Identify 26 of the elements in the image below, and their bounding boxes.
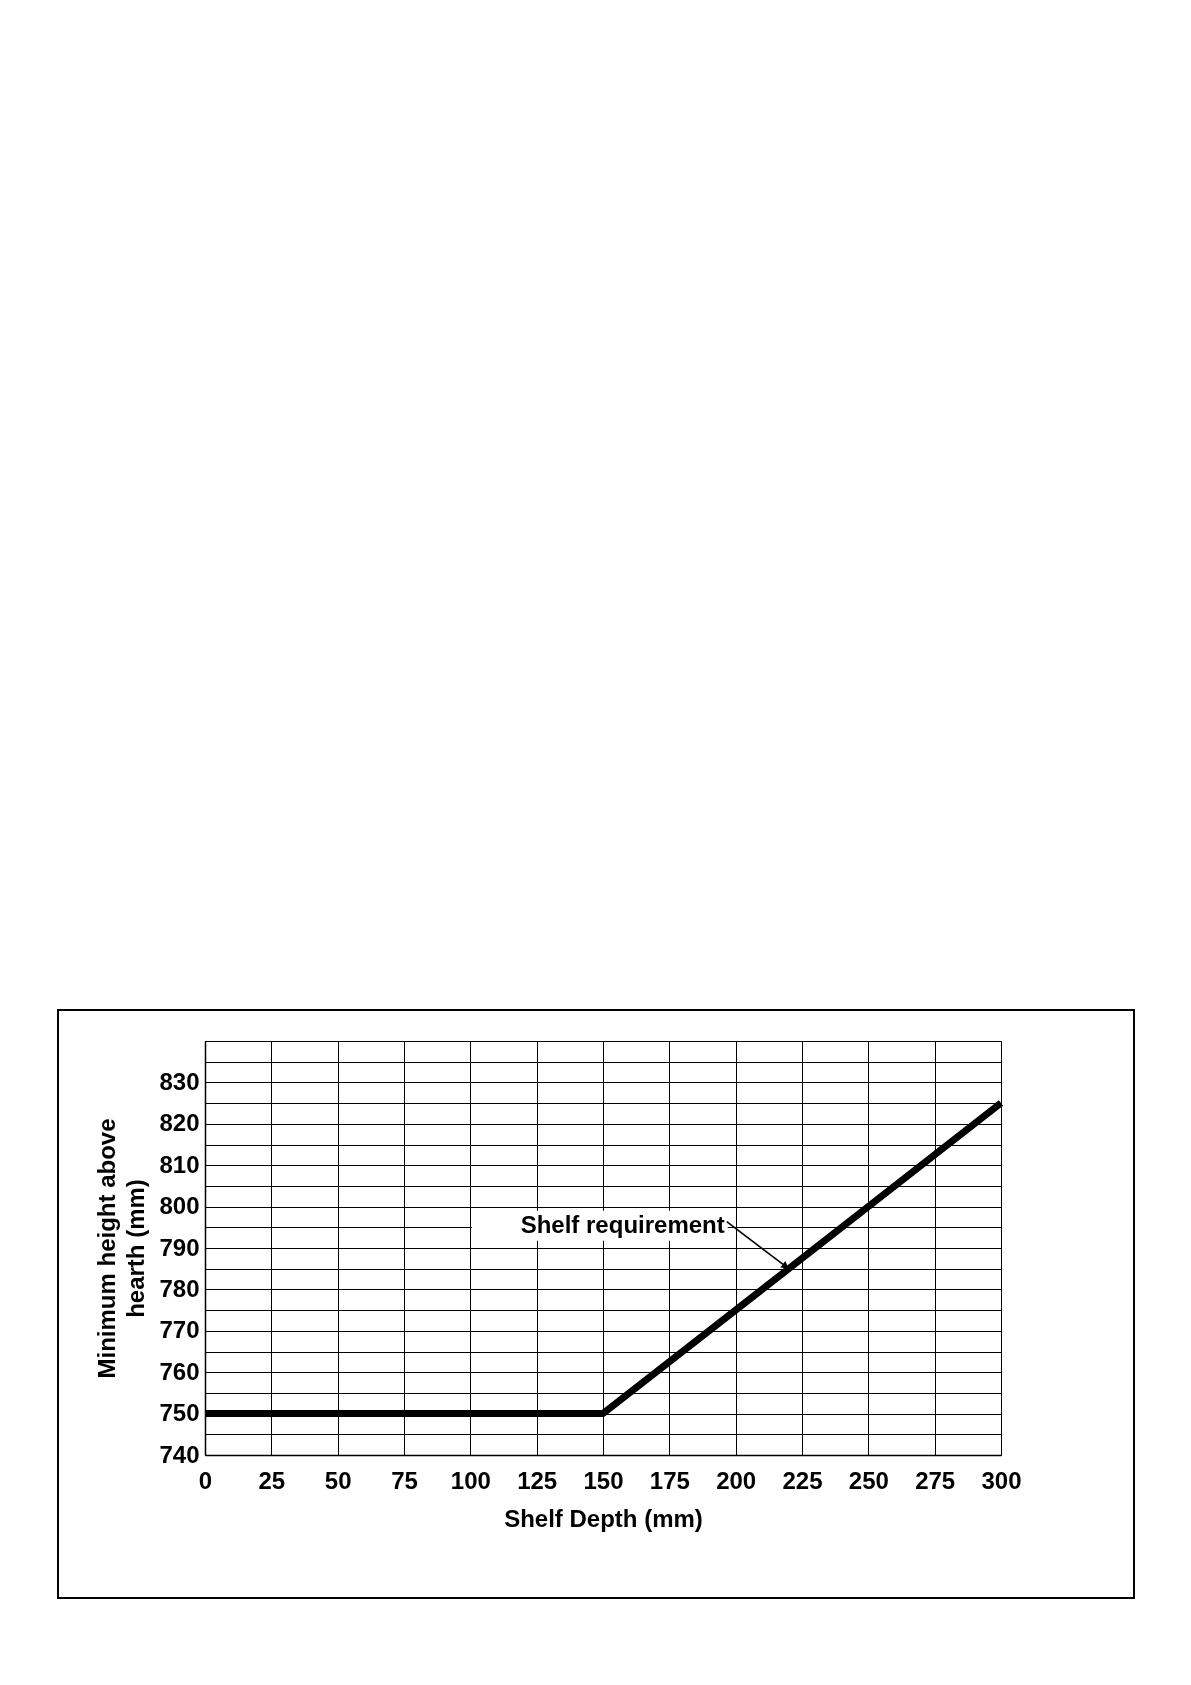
x-axis-title: Shelf Depth (mm) <box>504 1504 703 1532</box>
x-tick-label: 175 <box>649 1466 690 1494</box>
x-tick-label: 275 <box>915 1466 956 1494</box>
x-tick-label: 0 <box>198 1466 213 1494</box>
x-tick-label: 25 <box>258 1466 286 1494</box>
y-tick-label: 780 <box>159 1274 200 1302</box>
x-tick-label: 200 <box>716 1466 757 1494</box>
y-tick-label: 750 <box>159 1399 200 1427</box>
y-axis-title: Minimum height above hearth (mm) <box>93 1118 150 1379</box>
x-tick-label: 150 <box>583 1466 624 1494</box>
y-tick-label: 790 <box>159 1233 200 1261</box>
y-tick-label: 740 <box>159 1440 200 1468</box>
x-tick-label: 50 <box>324 1466 352 1494</box>
x-tick-label: 225 <box>782 1466 823 1494</box>
y-tick-label: 830 <box>159 1067 200 1095</box>
x-tick-label: 300 <box>981 1466 1022 1494</box>
y-tick-label: 760 <box>159 1357 200 1385</box>
y-tick-label: 820 <box>159 1109 200 1137</box>
y-tick-label: 810 <box>159 1150 200 1178</box>
x-tick-label: 250 <box>848 1466 889 1494</box>
x-tick-label: 75 <box>391 1466 418 1494</box>
y-tick-label: 770 <box>159 1316 200 1344</box>
x-tick-label: 100 <box>450 1466 491 1494</box>
x-tick-label: 125 <box>517 1466 558 1494</box>
annotation: Shelf requirement <box>520 1210 725 1238</box>
y-tick-label: 800 <box>159 1192 200 1220</box>
